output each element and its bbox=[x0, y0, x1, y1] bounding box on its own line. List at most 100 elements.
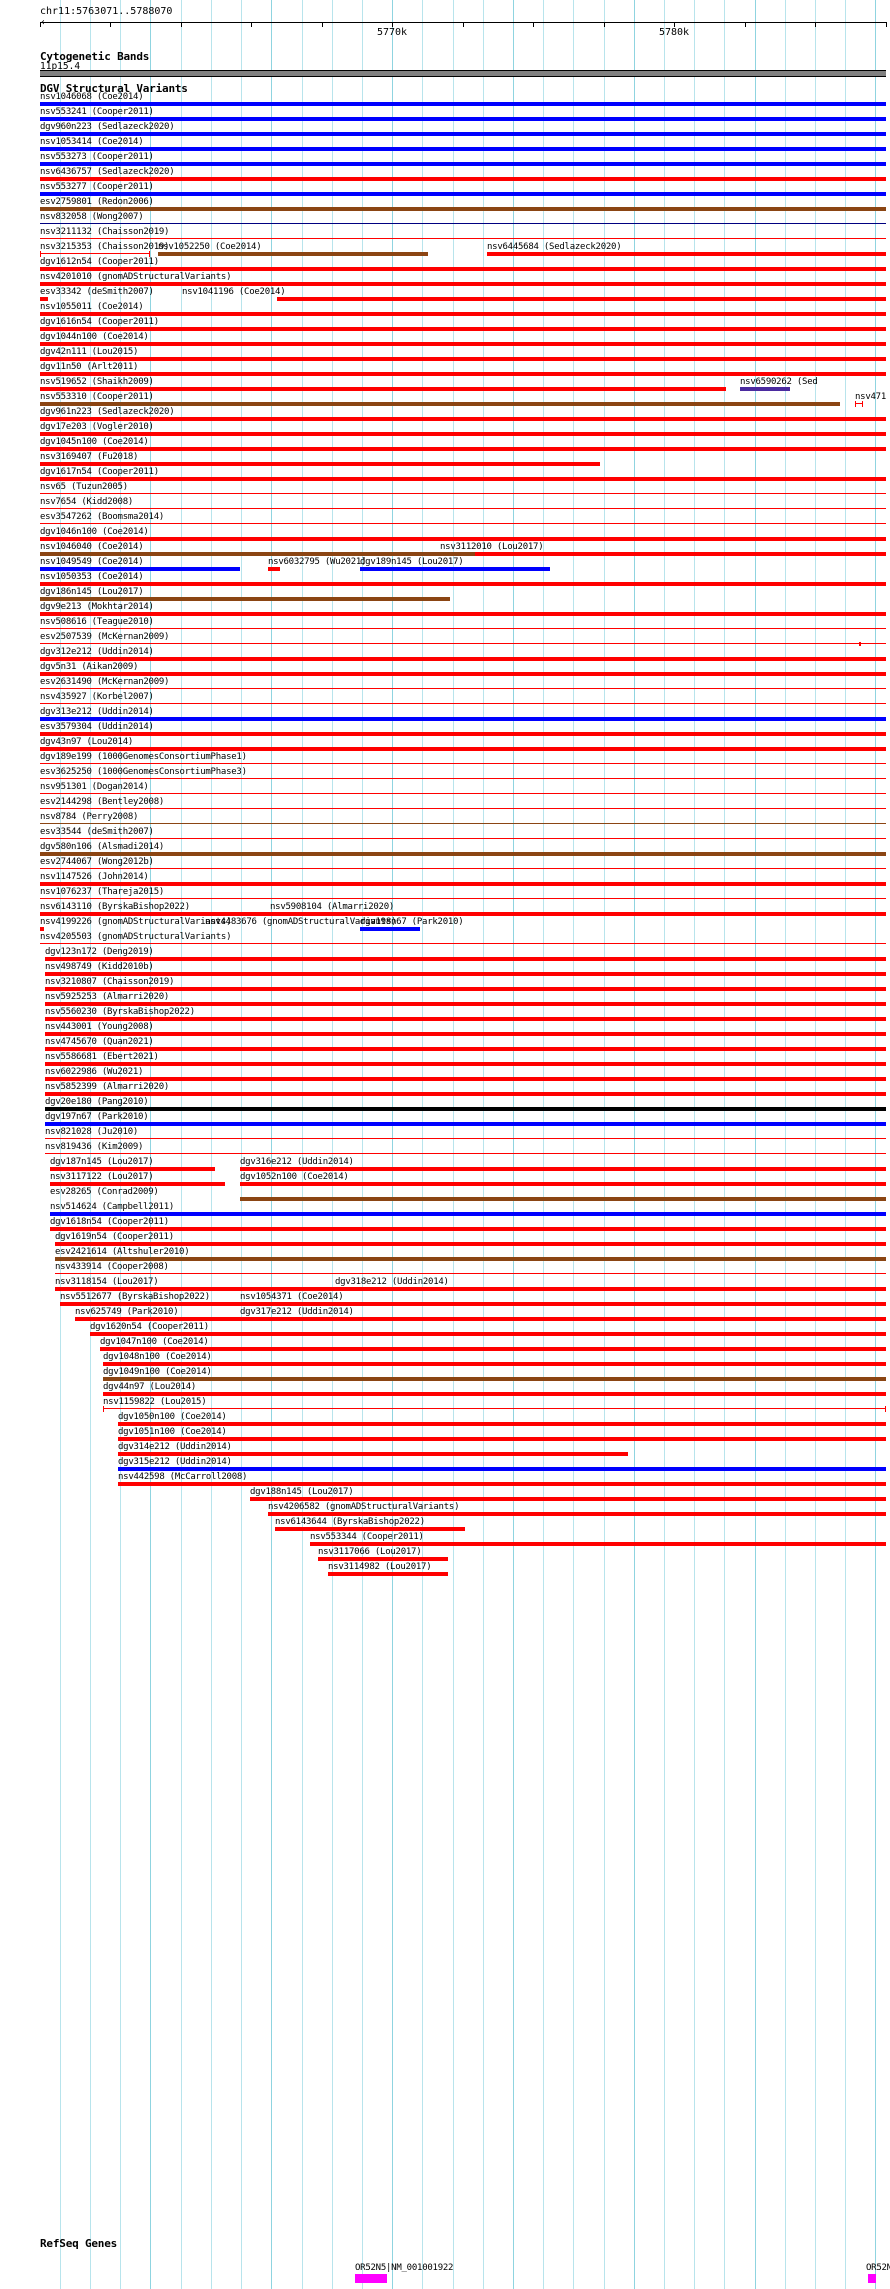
variant-bar[interactable] bbox=[240, 1197, 886, 1201]
variant-label[interactable]: dgv313e212 (Uddin2014) bbox=[40, 707, 154, 717]
variant-label[interactable]: dgv1044n100 (Coe2014) bbox=[40, 332, 149, 342]
variant-label[interactable]: dgv314e212 (Uddin2014) bbox=[118, 1442, 232, 1452]
variant-bar[interactable] bbox=[118, 1467, 886, 1471]
variant-bar[interactable] bbox=[103, 1392, 886, 1396]
variant-label[interactable]: dgv1617n54 (Cooper2011) bbox=[40, 467, 159, 477]
variant-label[interactable]: nsv1076237 (Thareja2015) bbox=[40, 887, 165, 897]
variant-label[interactable]: nsv443001 (Young2008) bbox=[45, 1022, 154, 1032]
variant-bar[interactable] bbox=[855, 403, 863, 404]
variant-bar[interactable] bbox=[103, 1377, 886, 1381]
variant-label[interactable]: nsv3215353 (Chaisson2019) bbox=[40, 242, 170, 252]
variant-label[interactable]: nsv553344 (Cooper2011) bbox=[310, 1532, 424, 1542]
variant-bar[interactable] bbox=[268, 567, 280, 571]
variant-bar[interactable] bbox=[45, 987, 886, 991]
variant-bar[interactable] bbox=[250, 1497, 886, 1501]
variant-bar[interactable] bbox=[45, 1122, 886, 1126]
variant-label[interactable]: dgv42n111 (Lou2015) bbox=[40, 347, 139, 357]
variant-label[interactable]: esv2421614 (Altshuler2010) bbox=[55, 1247, 190, 1257]
variant-label[interactable]: dgv580n106 (Alsmadi2014) bbox=[40, 842, 165, 852]
variant-bar[interactable] bbox=[118, 1422, 886, 1426]
variant-label[interactable]: nsv553241 (Cooper2011) bbox=[40, 107, 154, 117]
variant-bar[interactable] bbox=[45, 1077, 886, 1081]
variant-label[interactable]: nsv5852399 (Almarri2020) bbox=[45, 1082, 170, 1092]
variant-bar[interactable] bbox=[40, 267, 886, 271]
variant-label[interactable]: dgv315e212 (Uddin2014) bbox=[118, 1457, 232, 1467]
variant-label[interactable]: esv2144298 (Bentley2008) bbox=[40, 797, 165, 807]
variant-label[interactable]: nsv951301 (Dogan2014) bbox=[40, 782, 149, 792]
variant-label[interactable]: nsv4483676 (gnomADStructuralVariants) bbox=[205, 917, 397, 927]
variant-label[interactable]: nsv6032795 (Wu2021) bbox=[268, 557, 367, 567]
variant-label[interactable]: nsv435927 (Korbel2007) bbox=[40, 692, 154, 702]
variant-bar[interactable] bbox=[45, 1062, 886, 1066]
variant-label[interactable]: nsv1046040 (Coe2014) bbox=[40, 542, 144, 552]
variant-label[interactable]: nsv5908104 (Almarri2020) bbox=[270, 902, 395, 912]
variant-bar[interactable] bbox=[328, 1572, 448, 1576]
variant-bar[interactable] bbox=[40, 643, 886, 644]
variant-label[interactable]: nsv498749 (Kidd2010b) bbox=[45, 962, 154, 972]
variant-label[interactable]: nsv6143110 (ByrskaBishop2022) bbox=[40, 902, 190, 912]
variant-bar[interactable] bbox=[40, 672, 886, 676]
ruler-left-arrow[interactable]: ‹ bbox=[40, 17, 47, 28]
variant-label[interactable]: dgv188n145 (Lou2017) bbox=[250, 1487, 354, 1497]
variant-label[interactable]: nsv6143644 (ByrskaBishop2022) bbox=[275, 1517, 425, 1527]
variant-bar[interactable] bbox=[487, 252, 886, 256]
variant-bar[interactable] bbox=[40, 823, 886, 824]
variant-bar[interactable] bbox=[240, 1182, 886, 1186]
variant-label[interactable]: dgv1050n100 (Coe2014) bbox=[118, 1412, 227, 1422]
variant-label[interactable]: nsv3118154 (Lou2017) bbox=[55, 1277, 159, 1287]
variant-bar[interactable] bbox=[40, 102, 886, 106]
variant-label[interactable]: esv2631490 (McKernan2009) bbox=[40, 677, 170, 687]
variant-label[interactable]: esv2744067 (Wong2012b) bbox=[40, 857, 154, 867]
variant-bar[interactable] bbox=[40, 447, 886, 451]
variant-bar[interactable] bbox=[40, 852, 886, 856]
variant-label[interactable]: nsv1049549 (Coe2014) bbox=[40, 557, 144, 567]
variant-bar[interactable] bbox=[50, 1227, 886, 1231]
variant-bar[interactable] bbox=[40, 192, 886, 196]
variant-label[interactable]: nsv5560230 (ByrskaBishop2022) bbox=[45, 1007, 195, 1017]
variant-label[interactable]: dgv1051n100 (Coe2014) bbox=[118, 1427, 227, 1437]
variant-bar[interactable] bbox=[50, 1167, 215, 1171]
variant-bar[interactable] bbox=[275, 1527, 465, 1531]
variant-bar[interactable] bbox=[40, 838, 886, 839]
variant-label[interactable]: dgv1620n54 (Cooper2011) bbox=[90, 1322, 209, 1332]
variant-bar[interactable] bbox=[40, 882, 886, 886]
variant-bar[interactable] bbox=[360, 567, 550, 571]
variant-label[interactable]: nsv3210807 (Chaisson2019) bbox=[45, 977, 175, 987]
variant-bar[interactable] bbox=[318, 1557, 448, 1561]
variant-bar[interactable] bbox=[40, 253, 150, 254]
variant-bar[interactable] bbox=[40, 582, 886, 586]
variant-label[interactable]: dgv312e212 (Uddin2014) bbox=[40, 647, 154, 657]
variant-label[interactable]: nsv4206582 (gnomADStructuralVariants) bbox=[268, 1502, 460, 1512]
variant-bar[interactable] bbox=[40, 477, 886, 481]
variant-label[interactable]: esv3625250 (1000GenomesConsortiumPhase3) bbox=[40, 767, 247, 777]
variant-label[interactable]: nsv3117066 (Lou2017) bbox=[318, 1547, 422, 1557]
variant-bar[interactable] bbox=[40, 927, 44, 931]
variant-label[interactable]: nsv6445684 (Sedlazeck2020) bbox=[487, 242, 622, 252]
variant-bar[interactable] bbox=[40, 117, 886, 121]
variant-label[interactable]: nsv1046068 (Coe2014) bbox=[40, 92, 144, 102]
variant-label[interactable]: nsv6022986 (Wu2021) bbox=[45, 1067, 144, 1077]
variant-label[interactable]: esv3579304 (Uddin2014) bbox=[40, 722, 154, 732]
variant-label[interactable]: nsv553310 (Cooper2011) bbox=[40, 392, 154, 402]
gene-label[interactable]: OR52N1 bbox=[866, 2263, 890, 2273]
variant-bar[interactable] bbox=[40, 432, 886, 436]
variant-bar[interactable] bbox=[40, 552, 886, 556]
variant-label[interactable]: nsv1055011 (Coe2014) bbox=[40, 302, 144, 312]
variant-label[interactable]: nsv821028 (Ju2010) bbox=[45, 1127, 139, 1137]
variant-bar[interactable] bbox=[40, 132, 886, 136]
variant-label[interactable]: dgv123n172 (Deng2019) bbox=[45, 947, 154, 957]
gene-label[interactable]: OR52N5|NM_001001922 bbox=[355, 2263, 454, 2273]
variant-label[interactable]: dgv1048n100 (Coe2014) bbox=[103, 1352, 212, 1362]
variant-label[interactable]: dgv960n223 (Sedlazeck2020) bbox=[40, 122, 175, 132]
variant-bar[interactable] bbox=[45, 1138, 886, 1139]
variant-label[interactable]: dgv43n97 (Lou2014) bbox=[40, 737, 134, 747]
variant-label[interactable]: nsv625749 (Park2010) bbox=[75, 1307, 179, 1317]
variant-bar[interactable] bbox=[158, 252, 428, 256]
variant-bar[interactable] bbox=[40, 912, 886, 916]
variant-label[interactable]: nsv819436 (Kim2009) bbox=[45, 1142, 144, 1152]
variant-bar[interactable] bbox=[40, 387, 726, 391]
variant-bar[interactable] bbox=[268, 1512, 886, 1516]
variant-bar[interactable] bbox=[40, 597, 450, 601]
variant-label[interactable]: dgv1612n54 (Cooper2011) bbox=[40, 257, 159, 267]
variant-bar[interactable] bbox=[90, 1332, 886, 1336]
